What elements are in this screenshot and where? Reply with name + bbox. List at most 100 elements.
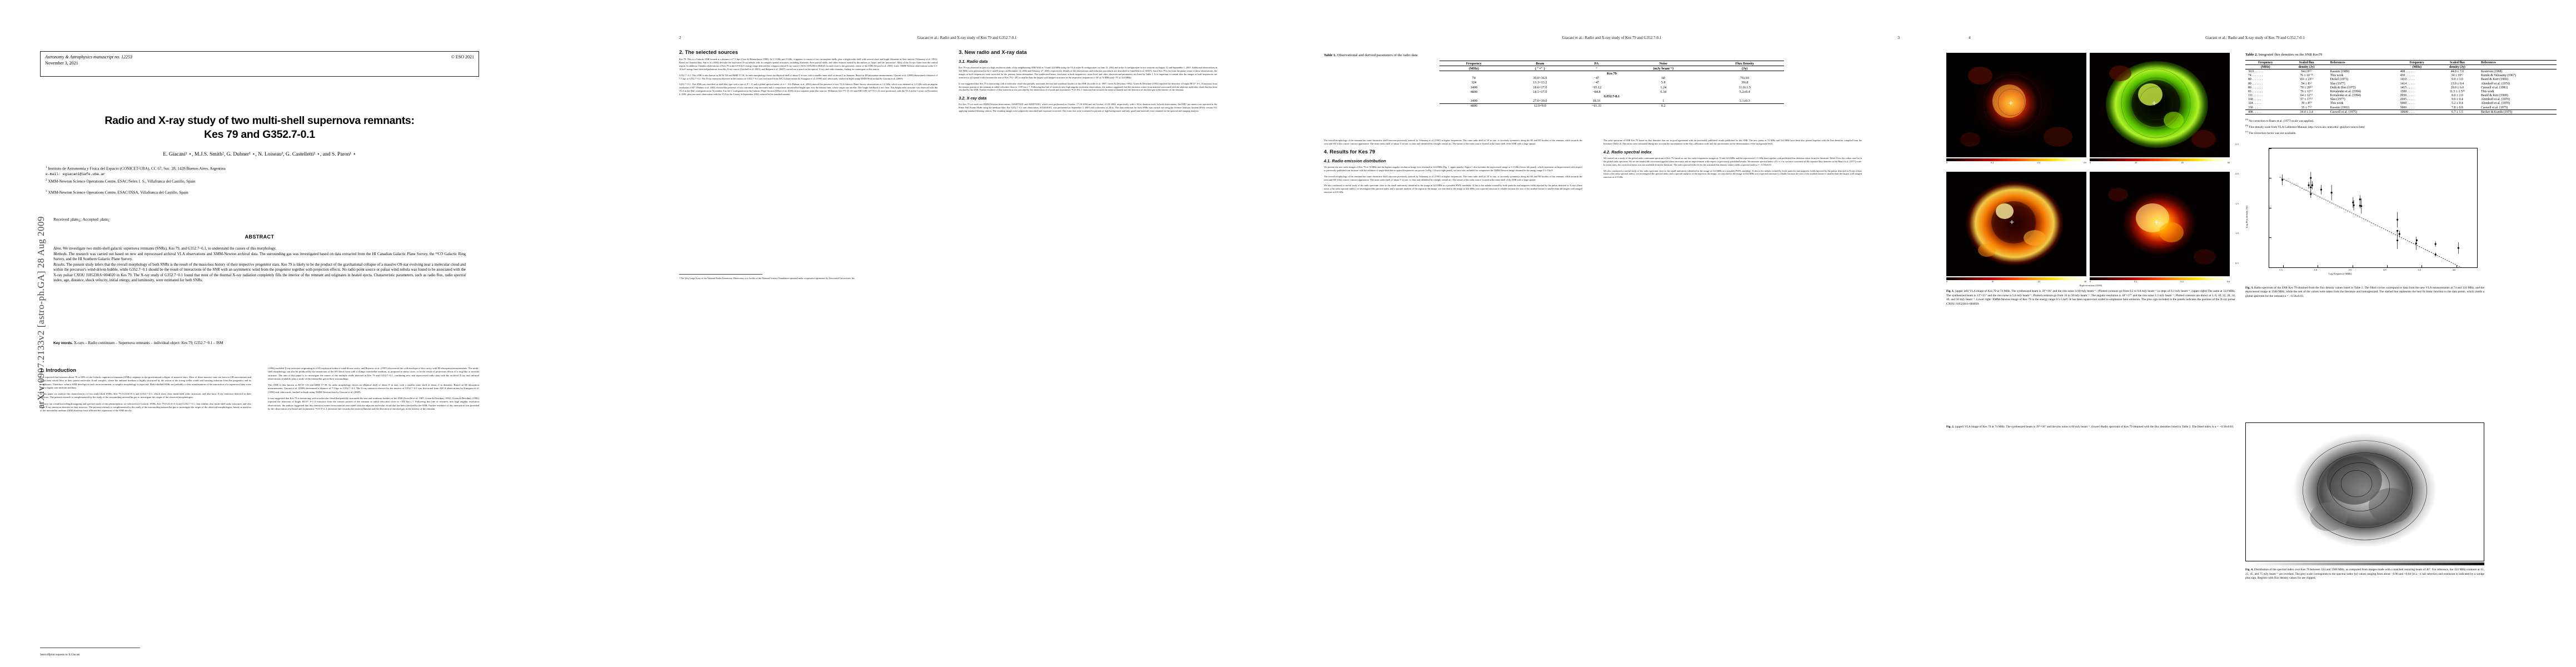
figure-1-caption-text: (upper left) VLA image of Kes 79 at 74 M… (1946, 290, 2235, 306)
figure-3-caption-text: Radio spectrum of the SNR Kes 79 obtaine… (2245, 286, 2484, 298)
intro-para-cont: This SNR is also known as RCW 119 and MS… (268, 384, 479, 394)
page3-para-4: We also conducted a careful study of the… (1324, 184, 1582, 194)
keywords-label: Key words. (53, 341, 73, 345)
intro-para-1: It is expected that between about 70 to … (40, 376, 251, 389)
spectrum-xtick: 2.0 (2314, 268, 2318, 271)
page1-footnote: Send offprint requests to: E.Giacani (40, 654, 80, 656)
table1-unit-frequency: (MHz) (1469, 66, 1479, 71)
spectrum-data-point (2308, 181, 2310, 189)
spectrum-xtick: 2.5 (2348, 268, 2352, 271)
footnote-rule-p2 (679, 274, 763, 275)
table-row: 4800 12.0×9.0 −61.33 0.2 (1439, 103, 1784, 108)
page-number-left: 2 (679, 36, 681, 40)
fig4-image (2245, 422, 2484, 561)
xray-data-para-1: For Kes 79 we used two XMM-Newton observ… (959, 103, 1217, 113)
spectrum-ytick: 2.0 (2235, 172, 2239, 176)
page3-para-1: The overall morphology of the remnant ha… (1324, 139, 1582, 145)
table2-note-b-mark: (b) (2245, 124, 2249, 127)
figure-4: Fig. 4. Distribution of the spectral ind… (2245, 422, 2484, 581)
table-row: 80 . . . . . . . 54 ± 8⁽ᵃ⁾ Slee (1977) 1414… (2248, 82, 2510, 86)
table-row: 324 13.3×13.2 −47 5.8 39±8 (1471, 81, 1748, 85)
table2-note-a-mark: (a) (2245, 118, 2248, 121)
page-number-left: 4 (1969, 36, 1971, 40)
table1-group-label: G352.7-0.1 (1603, 94, 1620, 98)
table2-col-flux-2: Scaled flux (2449, 61, 2465, 64)
spectrum-data-point (2415, 239, 2418, 242)
subsection-heading-radio-data: 3.1. Radio data (959, 59, 988, 64)
table2-col-frequency-2: Frequency (2409, 61, 2424, 64)
fig1-image-324mhz (2090, 53, 2230, 157)
page1-column-left: 1. Introduction It is expected that betw… (40, 367, 251, 416)
xray-image (2090, 172, 2229, 276)
table-row: 80 . . . . . . . 101 ± 23⁽ᵃ⁾ Dickel (1973)… (2248, 78, 2508, 82)
figure-2-label: Fig. 2. (1946, 425, 1955, 429)
table-row: 330 . . . . . 35 ± 7⁽ᵃ⁾ Kassim (1992) 5000 … (2248, 106, 2508, 109)
intro-para-cont2: It was suggested that Kes 79 is interact… (268, 397, 479, 410)
abstract-body: Aims. We investigate two multi-shell gal… (53, 246, 466, 283)
fig1-colorbar-74mhz (1946, 158, 2086, 161)
running-title: Giacani et al.: Radio and X-ray study of… (1562, 36, 1662, 40)
table1-block: Table 1. Observational and derived param… (1324, 53, 1900, 108)
spectrum-data-point (2398, 230, 2400, 237)
abstract-methods-text: The research was carried out based on ne… (53, 252, 466, 262)
fig1-colorbar-1500mhz (1946, 277, 2086, 280)
table1-group-kes79: Kes 79 (1439, 71, 1784, 76)
received-line: Received ¡date¿; Accepted ¡date¿ (53, 217, 110, 222)
figure-2-caption-text: (upper) VLA image of Kes 79 at 74 MHz. T… (1954, 425, 2234, 429)
manuscript-number: Astronomy & Astrophysics manuscript no. … (45, 54, 133, 59)
table-row: 4800 14.1×17.0 −84.8 0.34 5.2±0.4 (1470, 89, 1750, 94)
affiliation-item: 2 XMM-Newton Science Operations Centre, … (46, 178, 196, 184)
table1-caption-label: Table 1. (1324, 53, 1337, 57)
running-title: Giacani et al.: Radio and X-ray study of… (2205, 36, 2305, 40)
table1-col-frequency: Frequency (1466, 61, 1482, 66)
fig1-colorbar-xray (2090, 277, 2230, 280)
spectrum-xtick-mark (2283, 265, 2284, 267)
kes79-label: Kes 79: (679, 58, 687, 61)
subsection-heading-radio-emission: 4.1. Radio emission distribution (1324, 158, 1386, 163)
affiliations: 1 Instituto de Astronomía y Física del E… (46, 165, 479, 196)
section-heading-intro: 1. Introduction (40, 367, 77, 373)
g352-description: G352.7−0.1: This SNR is also known as RC… (679, 74, 938, 81)
spectrum-data-point (2330, 185, 2333, 201)
spectrum-ytick: 1.5 (2235, 202, 2239, 205)
radio-image-1500mhz (1947, 172, 2086, 276)
radio-image-324mhz (2090, 53, 2229, 157)
affiliation-item: 1 Instituto de Astronomía y Física del E… (46, 166, 226, 171)
spectrum-data-point (2396, 230, 2399, 232)
table-row: 30.9 . . . . . . 94±19⁽ᵃ⁾ Kassim (1989) 408… (2248, 69, 2503, 73)
spectrum-data-point (2415, 237, 2417, 250)
section-heading-new-data: 3. New radio and X-ray data (959, 49, 1027, 55)
radio-data-para-1: Kes 79 was observed as part of a high re… (959, 66, 1217, 79)
table2-body: 30.9 . . . . . . 94±19⁽ᵃ⁾ Kassim (1989) 408… (2245, 69, 2557, 115)
table2-head: Frequency Scaled flux References Frequen… (2245, 60, 2557, 69)
table-row: 324 . . . . . 39 ± 8⁽ᵇ⁾ This work 5000 . . … (2248, 102, 2510, 106)
table2-caption-label: Table 2. (2245, 53, 2258, 57)
table1-col-beam: Beam (1536, 61, 1544, 66)
intro-para-4: To carry out a multiwavelength mapping a… (40, 402, 251, 412)
spectrum-ytick: 0.5 (2235, 261, 2239, 265)
page-number-right: 3 (1897, 36, 1900, 40)
table2-caption: Table 2. Integrated flux densities on th… (2245, 53, 2557, 57)
spectrum-ylabel: Log Flux density (Jy) (2245, 206, 2248, 228)
figure-1-caption: Fig. 1. (upper left) VLA image of Kes 79… (1946, 290, 2235, 306)
spectrum-ytick-mark (2269, 148, 2271, 149)
abstract-aims-text: We investigate two multi-shell galactic … (62, 247, 277, 251)
table1-col-noise: Noise (1659, 61, 1668, 66)
page-2: 2 Giacani et al.: Radio and X-ray study … (645, 0, 1289, 667)
table2-notes: (a) No correction to Baars et al. (1977)… (2245, 117, 2557, 135)
spectrum-xtick: 3.0 (2383, 268, 2386, 271)
abstract-aims-label: Aims. (53, 247, 62, 251)
spectrum-xtick: 1.5 (2279, 268, 2283, 271)
section-heading-results-kes79: 4. Results for Kes 79 (1324, 148, 1376, 155)
figure-4-caption-text: Distribution of the spectral index over … (2245, 568, 2484, 580)
spectrum-data-point (2457, 242, 2459, 254)
kes79-description: Kes 79: This is a Galactic SNR located a… (679, 58, 938, 71)
fig1-colorbar-ticks-xray: 0 0.2 0.4 0.6 (2090, 280, 2230, 283)
table1-col-pa: PA (1594, 61, 1599, 66)
spectrum-data-point (2352, 197, 2354, 208)
table1-unit-noise: (mJy beam⁻¹) (1653, 66, 1674, 71)
table2-note-c-text: The correction factor was not available. (2248, 131, 2296, 135)
table2-note-a: (a) No correction to Baars et al. (1977)… (2245, 117, 2557, 123)
affiliation-text: XMM-Newton Science Operations Centre, ES… (48, 179, 196, 184)
